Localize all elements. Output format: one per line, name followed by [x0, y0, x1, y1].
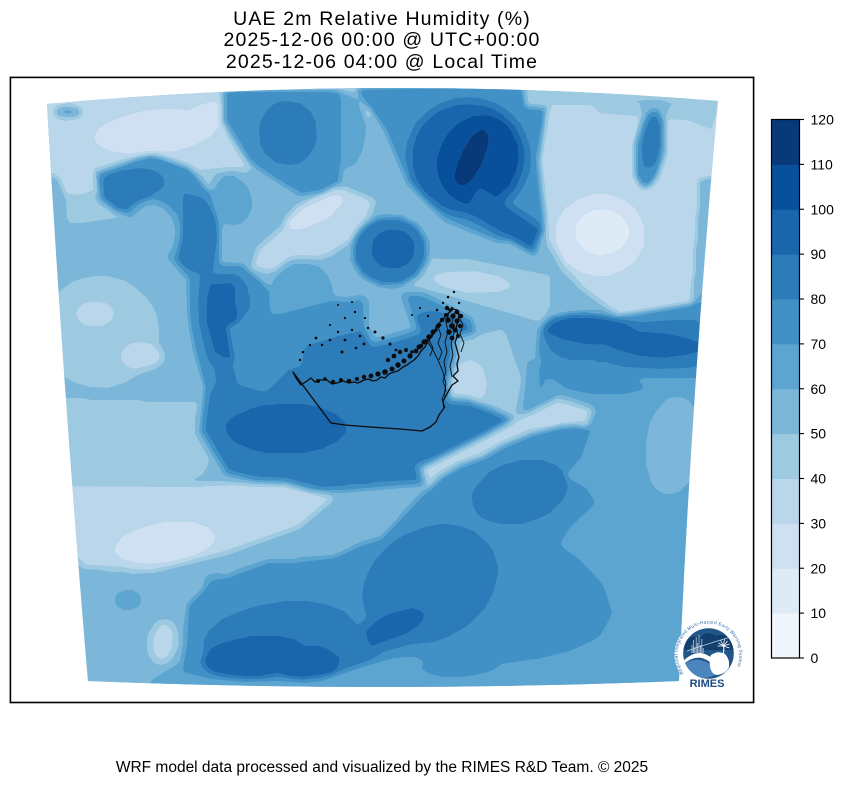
svg-text:120: 120	[811, 112, 835, 128]
svg-text:100: 100	[811, 201, 835, 217]
svg-text:90: 90	[811, 246, 827, 262]
svg-text:70: 70	[811, 336, 827, 352]
svg-text:20: 20	[811, 560, 827, 576]
svg-text:50: 50	[811, 426, 827, 442]
svg-text:RIMES: RIMES	[690, 678, 725, 690]
svg-text:80: 80	[811, 291, 827, 307]
svg-text:10: 10	[811, 605, 827, 621]
svg-text:60: 60	[811, 381, 827, 397]
svg-text:40: 40	[811, 471, 827, 487]
svg-text:30: 30	[811, 515, 827, 531]
svg-text:0: 0	[811, 650, 819, 666]
svg-text:110: 110	[811, 156, 834, 172]
